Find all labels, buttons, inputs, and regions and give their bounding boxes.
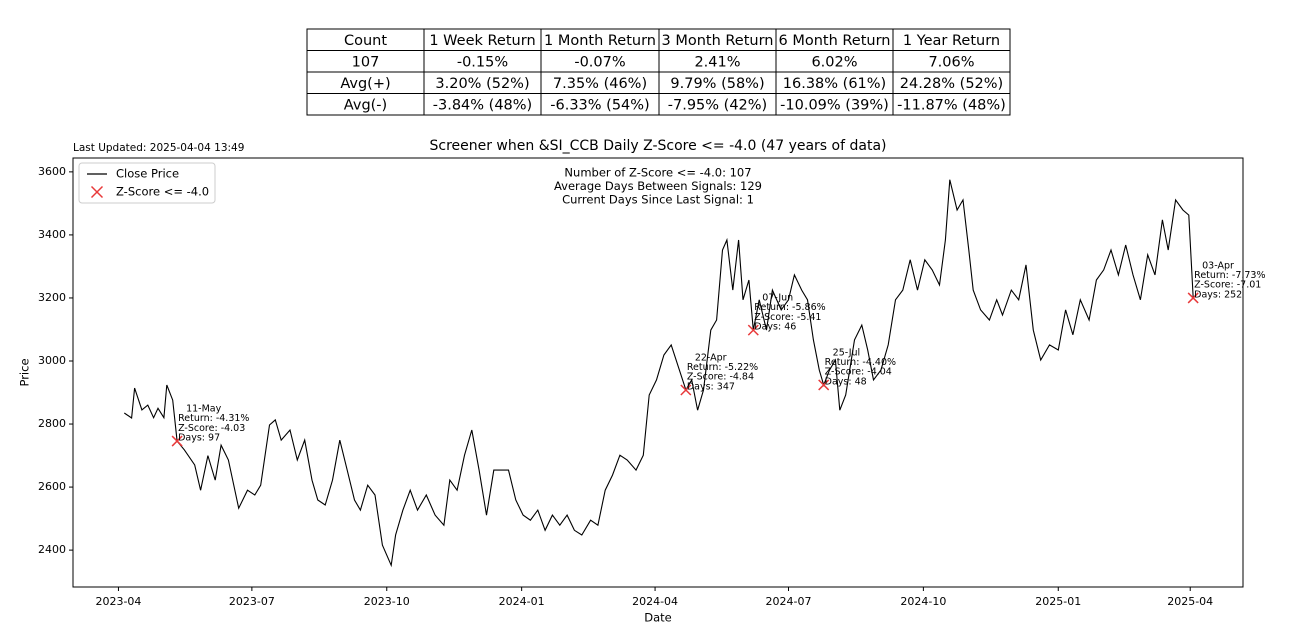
- legend-label: Z-Score <= -4.0: [116, 185, 209, 199]
- table-cell: 9.79% (58%): [670, 76, 764, 92]
- stats-text: Number of Z-Score <= -4.0: 107: [564, 166, 751, 180]
- x-axis-label: Date: [644, 611, 672, 625]
- marker-stroke: [818, 379, 830, 391]
- table-cell: 3.20% (52%): [435, 76, 529, 92]
- signal-marker: [818, 379, 830, 391]
- table-cell: -11.87% (48%): [897, 97, 1006, 113]
- x-tick-label: 2025-01: [1035, 595, 1081, 608]
- annotation: Z-Score: -4.03: [178, 423, 245, 434]
- annotation: 07-Jun: [762, 293, 793, 304]
- y-tick-label: 2400: [38, 543, 66, 556]
- annotation: Z-Score: -7.01: [1194, 280, 1261, 291]
- signal-marker: [680, 384, 692, 396]
- annotation: Days: 48: [825, 376, 867, 387]
- annotation: Return: -4.40%: [825, 357, 896, 368]
- chart-title: Screener when &SI_CCB Daily Z-Score <= -…: [429, 138, 886, 154]
- y-axis-label: Price: [18, 358, 32, 386]
- annotation: 22-Apr: [695, 352, 727, 363]
- table-cell: 1 Month Return: [544, 33, 656, 49]
- y-tick-label: 3000: [38, 354, 66, 367]
- x-tick-label: 2023-10: [364, 595, 410, 608]
- legend-label: Close Price: [116, 167, 179, 181]
- annotation: 03-Apr: [1202, 260, 1234, 271]
- annotation: Return: -5.86%: [754, 302, 825, 313]
- table-cell: Count: [344, 33, 387, 49]
- annotation: Z-Score: -4.04: [825, 367, 892, 378]
- y-tick-label: 2600: [38, 480, 66, 493]
- legend-box: [78, 162, 216, 204]
- y-tick-label: 3200: [38, 291, 66, 304]
- marker-stroke: [90, 185, 104, 199]
- stats-text: Current Days Since Last Signal: 1: [562, 193, 754, 207]
- updated-label: Last Updated: 2025-04-04 13:49: [73, 142, 244, 154]
- table-cell: 3 Month Return: [661, 33, 773, 49]
- signal-marker: [1187, 292, 1199, 304]
- table-cell: Avg(+): [340, 76, 390, 92]
- price-line: [123, 179, 1194, 568]
- y-tick-label: 3400: [38, 228, 66, 241]
- x-tick-label: 2024-10: [900, 595, 946, 608]
- x-tick-label: 2023-07: [229, 595, 275, 608]
- annotation: Z-Score: -4.84: [687, 372, 754, 383]
- table-cell: -0.15%: [457, 54, 508, 70]
- x-tick-label: 2025-04: [1167, 595, 1213, 608]
- table-cell: Avg(-): [344, 97, 387, 113]
- signal-marker: [747, 324, 759, 336]
- table-cell: -10.09% (39%): [780, 97, 889, 113]
- annotation: 11-May: [186, 404, 222, 415]
- y-tick-label: 2800: [38, 417, 66, 430]
- annotation: 25-Jul: [833, 347, 861, 358]
- table-cell: 16.38% (61%): [783, 76, 886, 92]
- legend-swatch: [90, 185, 104, 199]
- x-tick-label: 2024-07: [766, 595, 812, 608]
- table-cell: 107: [352, 54, 380, 70]
- marker-stroke: [1187, 292, 1199, 304]
- x-tick-label: 2023-04: [95, 595, 141, 608]
- x-tick-label: 2024-04: [632, 595, 678, 608]
- marker-stroke: [171, 435, 183, 447]
- marker-stroke: [680, 384, 692, 396]
- table-cell: 24.28% (52%): [900, 76, 1003, 92]
- annotation: Days: 46: [754, 321, 796, 332]
- table-cell: 2.41%: [694, 54, 740, 70]
- marker-stroke: [747, 324, 759, 336]
- table-cell: 7.06%: [928, 54, 974, 70]
- table-cell: 1 Week Return: [429, 33, 535, 49]
- x-tick-label: 2024-01: [499, 595, 545, 608]
- table-cell: -0.07%: [574, 54, 625, 70]
- table-cell: -7.95% (42%): [668, 97, 767, 113]
- annotation: Z-Score: -5.41: [754, 312, 821, 323]
- annotation: Days: 347: [687, 381, 735, 392]
- table-cell: 6 Month Return: [778, 33, 890, 49]
- table-cell: -3.84% (48%): [433, 97, 532, 113]
- annotation: Days: 97: [178, 432, 220, 443]
- signal-marker: [171, 435, 183, 447]
- plot-frame: [72, 157, 1244, 588]
- table-cell: 1 Year Return: [903, 33, 1000, 49]
- y-tick-label: 3600: [38, 165, 66, 178]
- annotation: Return: -4.31%: [178, 413, 249, 424]
- table-cell: 7.35% (46%): [553, 76, 647, 92]
- annotation: Return: -7.73%: [1194, 270, 1265, 281]
- stats-text: Average Days Between Signals: 129: [554, 179, 762, 193]
- table-cell: 6.02%: [811, 54, 857, 70]
- annotation: Return: -5.22%: [687, 362, 758, 373]
- annotation: Days: 252: [1194, 289, 1242, 300]
- table-cell: -6.33% (54%): [550, 97, 649, 113]
